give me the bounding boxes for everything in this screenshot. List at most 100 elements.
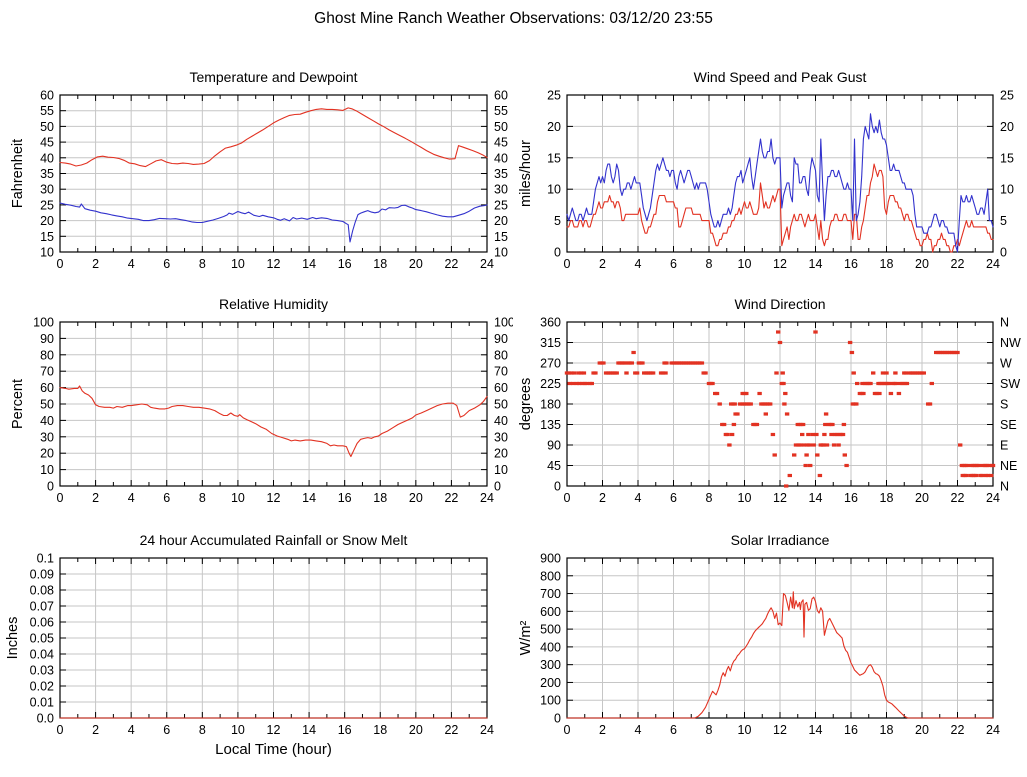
y-tick-label: 70 xyxy=(40,365,54,379)
y-tick-label: 45 xyxy=(547,459,561,473)
series-peak-gust xyxy=(566,113,994,253)
y-tick-label: 0.09 xyxy=(30,568,54,582)
y-tick-label: 0.06 xyxy=(30,616,54,630)
x-tick-label: 20 xyxy=(409,723,423,737)
right-tick-label: 20 xyxy=(1000,120,1014,134)
x-tick-label: 22 xyxy=(444,257,458,271)
x-tick-label: 18 xyxy=(880,491,894,505)
y-tick-label: 10 xyxy=(40,246,54,260)
axis-ticks xyxy=(566,94,994,253)
right-tick-label: 50 xyxy=(494,120,508,134)
x-tick-label: 22 xyxy=(444,723,458,737)
x-tick-label: 6 xyxy=(670,491,677,505)
chart-title: Temperature and Dewpoint xyxy=(189,69,357,85)
y-tick-label: 40 xyxy=(40,151,54,165)
y-tick-label: 315 xyxy=(540,336,561,350)
x-tick-label: 10 xyxy=(231,491,245,505)
y-tick-label: 0 xyxy=(47,480,54,494)
y-tick-label: 50 xyxy=(40,120,54,134)
x-tick-label: 24 xyxy=(480,257,494,271)
x-tick-label: 4 xyxy=(635,257,642,271)
x-tick-label: 2 xyxy=(599,491,606,505)
y-tick-label: 400 xyxy=(540,640,561,654)
x-tick-label: 18 xyxy=(373,257,387,271)
x-tick-label: 14 xyxy=(302,257,316,271)
grid xyxy=(60,322,487,486)
y-tick-label: 180 xyxy=(540,398,561,412)
y-axis-label: Percent xyxy=(10,379,26,429)
plot-frame xyxy=(566,321,994,487)
grid xyxy=(60,95,487,252)
y-axis-label: Inches xyxy=(5,617,21,660)
x-tick-label: 0 xyxy=(57,723,64,737)
right-tick-label: 0 xyxy=(494,480,501,494)
x-tick-label: 8 xyxy=(199,723,206,737)
x-tick-label: 22 xyxy=(951,491,965,505)
x-tick-label: 12 xyxy=(267,491,281,505)
right-tick-label: 70 xyxy=(494,365,508,379)
y-tick-label: 0 xyxy=(554,246,561,260)
x-tick-label: 20 xyxy=(409,491,423,505)
y-tick-label: 35 xyxy=(40,167,54,181)
y-tick-label: 0.0 xyxy=(37,712,54,726)
x-tick-label: 12 xyxy=(773,491,787,505)
y-tick-label: 300 xyxy=(540,658,561,672)
x-tick-label: 20 xyxy=(915,257,929,271)
x-tick-label: 16 xyxy=(844,723,858,737)
x-tick-label: 4 xyxy=(635,491,642,505)
y-tick-label: 20 xyxy=(547,120,561,134)
x-tick-label: 0 xyxy=(564,257,571,271)
rainfall-canvas: 24 hour Accumulated Rainfall or Snow Mel… xyxy=(5,532,494,758)
x-tick-label: 18 xyxy=(373,723,387,737)
right-tick-label: 0 xyxy=(1000,246,1007,260)
x-tick-label: 6 xyxy=(670,723,677,737)
x-tick-label: 24 xyxy=(480,723,494,737)
chart-title: Relative Humidity xyxy=(219,296,328,312)
y-tick-label: 15 xyxy=(40,230,54,244)
right-tick-label: NE xyxy=(1000,459,1017,473)
series-irradiance xyxy=(566,591,994,719)
x-tick-label: 24 xyxy=(986,491,1000,505)
right-tick-label: 25 xyxy=(494,198,508,212)
right-tick-label: 60 xyxy=(494,89,508,103)
y-tick-label: 0.07 xyxy=(30,600,54,614)
y-tick-label: 200 xyxy=(540,676,561,690)
chart-title: Wind Speed and Peak Gust xyxy=(694,69,867,85)
y-tick-label: 30 xyxy=(40,183,54,197)
series-temperature xyxy=(59,107,488,168)
chart-title: Wind Direction xyxy=(734,296,825,312)
x-tick-label: 10 xyxy=(738,257,752,271)
y-tick-label: 60 xyxy=(40,381,54,395)
series-dewpoint xyxy=(59,202,488,243)
right-tick-label: 5 xyxy=(1000,214,1007,228)
y-axis-label: degrees xyxy=(518,378,534,430)
right-tick-label: S xyxy=(1000,398,1008,412)
right-tick-label: SE xyxy=(1000,418,1017,432)
chart-rainfall: 24 hour Accumulated Rainfall or Snow Mel… xyxy=(0,518,513,772)
right-tick-label: NW xyxy=(1000,336,1021,350)
x-tick-label: 12 xyxy=(267,723,281,737)
y-tick-label: 0.08 xyxy=(30,584,54,598)
x-axis-label: Local Time (hour) xyxy=(215,741,332,758)
y-tick-label: 0.02 xyxy=(30,680,54,694)
chart-wind-direction: Wind Direction 0 2 4 6 8 10 12 14 16 18 20 22 24 0 45 90… xyxy=(513,282,1027,518)
x-tick-label: 18 xyxy=(880,723,894,737)
right-tick-label: 10 xyxy=(494,463,508,477)
y-tick-label: 80 xyxy=(40,348,54,362)
y-tick-label: 0.03 xyxy=(30,664,54,678)
x-tick-label: 10 xyxy=(738,491,752,505)
y-tick-label: 0 xyxy=(554,712,561,726)
x-tick-label: 8 xyxy=(199,257,206,271)
x-tick-label: 20 xyxy=(915,491,929,505)
plot-frame xyxy=(59,321,488,487)
x-tick-label: 24 xyxy=(986,257,1000,271)
y-axis-label: W/m² xyxy=(518,621,534,656)
right-tick-label: 20 xyxy=(494,447,508,461)
x-tick-label: 14 xyxy=(809,257,823,271)
y-tick-label: 270 xyxy=(540,357,561,371)
x-tick-label: 0 xyxy=(564,723,571,737)
x-tick-label: 8 xyxy=(199,491,206,505)
y-tick-label: 60 xyxy=(40,89,54,103)
